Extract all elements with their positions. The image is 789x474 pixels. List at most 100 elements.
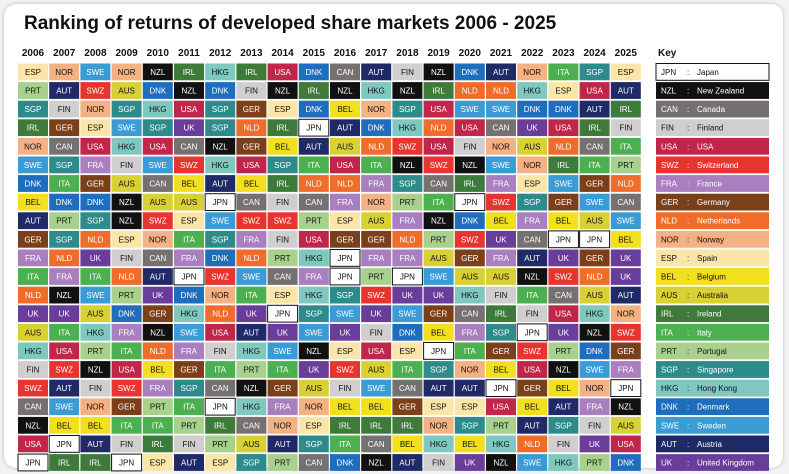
rank-cell <box>80 416 111 434</box>
rank-cell-label: SGP <box>212 105 229 114</box>
rank-cell <box>579 193 610 211</box>
rank-cell-label: PRT <box>587 459 603 468</box>
rank-cell-label: NOR <box>461 366 479 375</box>
rank-cell <box>18 100 48 118</box>
rank-cell <box>142 249 173 267</box>
key-name: Denmark <box>697 403 730 412</box>
rank-cell <box>267 454 298 471</box>
rank-cell <box>111 305 142 323</box>
rank-cell-label: SWE <box>585 366 603 375</box>
rank-cell-label: JPN <box>618 384 633 393</box>
rank-cell <box>80 435 111 453</box>
year-header: 2006 <box>22 48 45 59</box>
rank-cell-label: AUT <box>493 68 509 77</box>
rank-cell <box>142 212 173 230</box>
rank-cell-label: BEL <box>556 217 572 226</box>
rank-cell <box>454 63 485 81</box>
rank-cell <box>236 156 267 174</box>
rank-cell <box>361 193 392 211</box>
rank-cell <box>49 416 80 434</box>
rank-cell <box>610 454 641 471</box>
rank-cell <box>454 416 485 434</box>
rank-cell <box>80 323 111 341</box>
rank-cell <box>236 286 267 304</box>
rank-cell <box>80 63 111 81</box>
rank-cell-label: BEL <box>556 384 572 393</box>
rank-cell <box>298 249 329 267</box>
rank-cell <box>18 212 48 230</box>
rank-cell-label: SGP <box>399 180 416 189</box>
rank-cell <box>517 286 548 304</box>
key-swatch <box>656 416 769 434</box>
rank-cell <box>236 63 267 81</box>
rank-cell <box>361 230 392 248</box>
rank-cell-label: NOR <box>118 68 136 77</box>
key-swatch <box>656 454 769 471</box>
rank-cell <box>267 361 298 378</box>
rank-cell <box>579 435 610 453</box>
rank-cell-label: NOR <box>430 421 448 430</box>
rank-cell <box>361 323 392 341</box>
rank-cell <box>579 268 610 285</box>
rank-cell-label: DNK <box>212 87 230 96</box>
rank-cell <box>423 361 454 378</box>
key-colon: : <box>687 180 689 189</box>
rank-cell-label: SGP <box>555 421 572 430</box>
rank-cell <box>486 342 516 360</box>
key-colon: : <box>687 459 689 468</box>
rank-cell <box>517 82 548 99</box>
rank-cell-label: BEL <box>275 142 291 151</box>
rank-cell-label: USA <box>430 142 447 151</box>
rank-cell-label: SWE <box>242 273 260 282</box>
rank-cell <box>111 175 142 192</box>
rank-cell <box>454 249 485 267</box>
rank-cell <box>80 398 111 416</box>
rank-cell <box>298 361 329 378</box>
rank-cell <box>392 100 423 118</box>
rank-cell <box>330 398 360 416</box>
rank-cell <box>18 193 48 211</box>
rank-cell <box>517 100 548 118</box>
rank-cell <box>579 175 610 192</box>
rank-cell-label: JPN <box>119 459 134 468</box>
rank-cell-label: UK <box>558 328 570 337</box>
rank-cell-label: JPN <box>25 459 40 468</box>
rank-cell-label: AUT <box>368 68 384 77</box>
rank-cell-label: FRA <box>87 161 104 170</box>
rank-cell-label: ITA <box>433 198 446 207</box>
rank-cell-label: CAN <box>555 291 572 300</box>
rank-cell-label: FIN <box>432 459 445 468</box>
rank-cell <box>142 268 173 285</box>
rank-cell <box>267 323 298 341</box>
rank-cell-label: DNK <box>212 254 230 263</box>
rank-cell-label: DNK <box>337 459 355 468</box>
rank-cell-label: NOR <box>55 68 73 77</box>
rank-cell <box>454 454 485 471</box>
key-colon: : <box>687 403 689 412</box>
rank-cell <box>267 82 298 99</box>
key-name: Italy <box>697 328 712 337</box>
key-swatch <box>656 286 769 304</box>
rank-cell-label: FIN <box>89 384 102 393</box>
rank-cell-label: NOR <box>523 68 541 77</box>
rank-cell-label: ESP <box>431 403 447 412</box>
rank-cell-label: DNK <box>25 180 43 189</box>
rank-cell <box>454 175 485 192</box>
key-swatch <box>656 212 769 230</box>
rank-cell <box>204 397 236 416</box>
rank-cell <box>517 435 548 453</box>
rank-cell <box>80 305 111 323</box>
rank-cell-label: ITA <box>557 68 570 77</box>
rank-cell <box>298 175 329 192</box>
rank-cell-label: FIN <box>58 105 71 114</box>
rank-cell-label: DNK <box>617 459 635 468</box>
rank-cell-label: NZL <box>57 291 73 300</box>
rank-cell-label: AUS <box>118 180 134 189</box>
rank-cell-label: HKG <box>305 254 322 263</box>
rank-cell <box>486 454 516 471</box>
rank-cell <box>423 268 454 285</box>
rank-cell <box>236 435 267 453</box>
rank-cell-label: SWZ <box>492 198 510 207</box>
key-code: FRA <box>661 180 678 189</box>
rank-cell <box>548 398 579 416</box>
